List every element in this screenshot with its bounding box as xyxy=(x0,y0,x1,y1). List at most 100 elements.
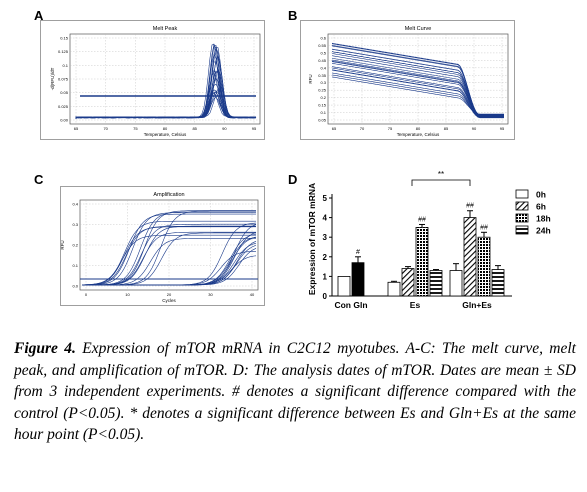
amplification-trace xyxy=(81,226,256,286)
panel-letter-c: C xyxy=(34,172,44,187)
x-tick-label: 75 xyxy=(388,126,393,131)
significance-mark: ## xyxy=(466,203,474,210)
y-tick-label: 0.2 xyxy=(72,243,78,248)
x-tick-label: 70 xyxy=(360,126,365,131)
melt-curve-plot: Melt Curve 0.6 0.55 0.5 0.45 0.4 0.35 0.3 0.25 0.… xyxy=(300,20,515,140)
y-tick-label: 0 xyxy=(323,292,328,301)
y-tick-label: 1 xyxy=(323,272,328,281)
melt-curve-trace xyxy=(331,45,504,115)
x-tick-label: 80 xyxy=(416,126,421,131)
y-tick-label: 0.45 xyxy=(318,58,327,63)
y-tick-label: 0.35 xyxy=(318,73,327,78)
amplification-trace xyxy=(82,226,256,286)
y-axis-label: RFU xyxy=(308,74,313,83)
y-tick-label: 0.5 xyxy=(320,50,326,55)
x-tick-label: 40 xyxy=(250,292,255,297)
y-tick-label: 0.4 xyxy=(320,65,326,70)
y-tick-label: 0.00 xyxy=(60,118,69,123)
y-tick-label: 0.25 xyxy=(318,88,327,93)
significance-bracket xyxy=(411,179,471,186)
group-label: Es xyxy=(410,300,421,310)
bar xyxy=(491,269,505,297)
y-tick-label: 0.0 xyxy=(72,284,78,289)
panel-b-melt-curve: Melt Curve 0.6 0.55 0.5 0.45 0.4 0.35 0.3 0.25 0.… xyxy=(300,20,515,140)
y-axis-label: RFU xyxy=(60,240,65,249)
x-tick-label: 30 xyxy=(208,292,213,297)
x-tick-label: 95 xyxy=(500,126,505,131)
y-tick-label: 0.125 xyxy=(58,49,69,54)
y-tick-label: 4 xyxy=(323,214,328,223)
caption-text: Expression of mTOR mRNA in C2C12 myotube… xyxy=(14,340,576,443)
amplification-trace xyxy=(82,231,256,286)
x-tick-label: 85 xyxy=(192,126,197,131)
panel-letter-a: A xyxy=(34,8,44,23)
bar xyxy=(429,270,443,297)
bar xyxy=(477,236,491,297)
legend-swatch xyxy=(515,201,529,211)
bar xyxy=(401,268,415,297)
figure-caption: Figure 4. Expression of mTOR mRNA in C2C… xyxy=(14,338,576,446)
legend-label: 24h xyxy=(536,226,551,236)
y-tick-label: 0.3 xyxy=(320,80,326,85)
y-tick-label: 0.1 xyxy=(320,110,326,115)
amplification-trace xyxy=(82,234,256,286)
melt-peak-plot: Melt Peak 0.15 0.125 0.1 0.075 0.05 0.025 0.00 6… xyxy=(40,20,265,140)
y-tick-label: 0.2 xyxy=(320,95,326,100)
bar-chart: 0 1 2 3 4 5 Expression of mTOR mRNA # Con Gln ## E… xyxy=(307,170,551,310)
bar xyxy=(449,270,463,297)
x-tick-label: 10 xyxy=(125,292,130,297)
melt-curve-trace xyxy=(331,60,504,115)
bracket-label: ** xyxy=(438,170,444,179)
x-axis-label: Temperature, Celsius xyxy=(397,132,440,137)
y-tick-label: 0.05 xyxy=(318,118,327,123)
x-tick-label: 75 xyxy=(133,126,138,131)
caption-label: Figure 4. xyxy=(14,340,76,357)
y-axis-title: Expression of mTOR mRNA xyxy=(307,183,317,295)
y-tick-label: 0.55 xyxy=(318,43,327,48)
y-tick-label: 2 xyxy=(323,253,328,262)
plot-title: Melt Curve xyxy=(405,26,432,32)
panel-d-bar-chart: 0 1 2 3 4 5 Expression of mTOR mRNA # Con Gln ## E… xyxy=(300,160,580,340)
x-tick-label: 80 xyxy=(163,126,168,131)
bar xyxy=(463,217,477,297)
legend-swatch xyxy=(515,225,529,235)
y-tick-label: 0.15 xyxy=(60,36,69,41)
legend-label: 6h xyxy=(536,202,546,212)
group-label: Gln+Es xyxy=(462,300,492,310)
x-axis-label: Cycles xyxy=(162,298,176,303)
significance-mark: # xyxy=(356,249,360,256)
melt-curve-trace xyxy=(331,69,504,118)
x-tick-label: 95 xyxy=(252,126,257,131)
panel-letter-b: B xyxy=(288,8,298,23)
x-tick-label: 90 xyxy=(472,126,477,131)
y-tick-label: 0.05 xyxy=(60,90,69,95)
melt-curve-trace xyxy=(331,59,504,118)
y-tick-label: 5 xyxy=(323,194,328,203)
x-tick-label: 65 xyxy=(332,126,337,131)
bar xyxy=(387,281,401,297)
bar xyxy=(351,262,365,297)
y-tick-label: 3 xyxy=(323,233,328,242)
legend-label: 0h xyxy=(536,190,546,200)
x-tick-label: 65 xyxy=(74,126,79,131)
y-tick-label: 0.4 xyxy=(72,202,78,207)
legend-swatch xyxy=(515,189,529,199)
x-tick-label: 85 xyxy=(444,126,449,131)
plot-title: Amplification xyxy=(153,192,184,198)
x-tick-label: 70 xyxy=(103,126,108,131)
y-tick-label: 0.15 xyxy=(318,103,327,108)
y-tick-label: 0.1 xyxy=(62,63,68,68)
x-axis-label: Temperature, Celsius xyxy=(144,132,187,137)
plot-title: Melt Peak xyxy=(153,26,178,32)
melt-curve-trace xyxy=(331,55,504,117)
melt-peak-trace xyxy=(75,61,257,119)
melt-peak-trace xyxy=(75,45,257,119)
bar xyxy=(415,227,429,297)
panel-letter-d: D xyxy=(288,172,298,187)
amplification-trace xyxy=(82,232,257,286)
y-tick-label: 0.1 xyxy=(72,263,78,268)
y-tick-label: 0.025 xyxy=(58,104,69,109)
x-tick-label: 0 xyxy=(85,292,88,297)
panel-a-melt-peak: Melt Peak 0.15 0.125 0.1 0.075 0.05 0.025 0.00 6… xyxy=(40,20,265,140)
x-tick-label: 20 xyxy=(167,292,172,297)
